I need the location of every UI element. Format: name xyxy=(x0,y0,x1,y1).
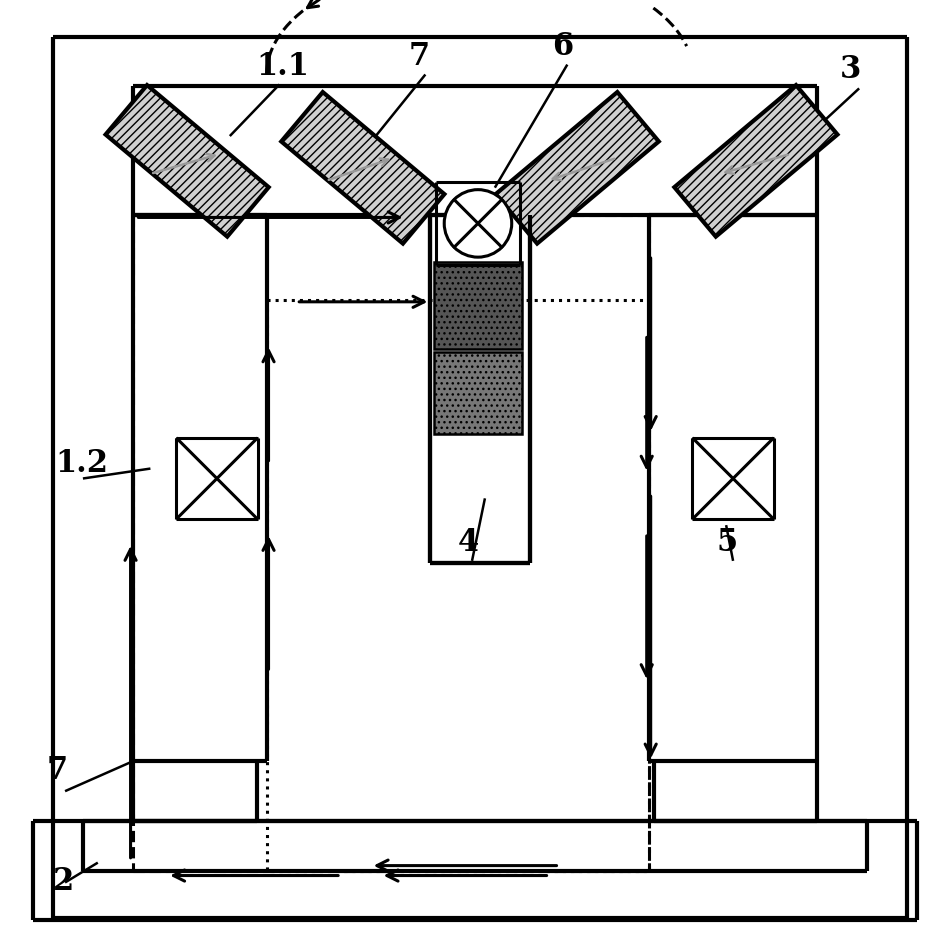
Text: 7: 7 xyxy=(47,756,67,786)
Text: 4: 4 xyxy=(458,527,480,558)
Text: 6: 6 xyxy=(552,30,574,62)
Circle shape xyxy=(445,190,512,257)
Text: 3: 3 xyxy=(841,54,862,85)
Polygon shape xyxy=(496,92,658,244)
Polygon shape xyxy=(674,85,838,237)
Bar xyxy=(434,353,522,434)
Text: 1.2: 1.2 xyxy=(55,447,108,479)
Text: 7: 7 xyxy=(408,41,429,72)
Text: 2: 2 xyxy=(53,866,74,898)
Bar xyxy=(434,262,522,350)
Text: 1.1: 1.1 xyxy=(256,50,310,82)
Text: 5: 5 xyxy=(716,527,737,558)
Polygon shape xyxy=(105,85,269,237)
Polygon shape xyxy=(281,92,445,244)
